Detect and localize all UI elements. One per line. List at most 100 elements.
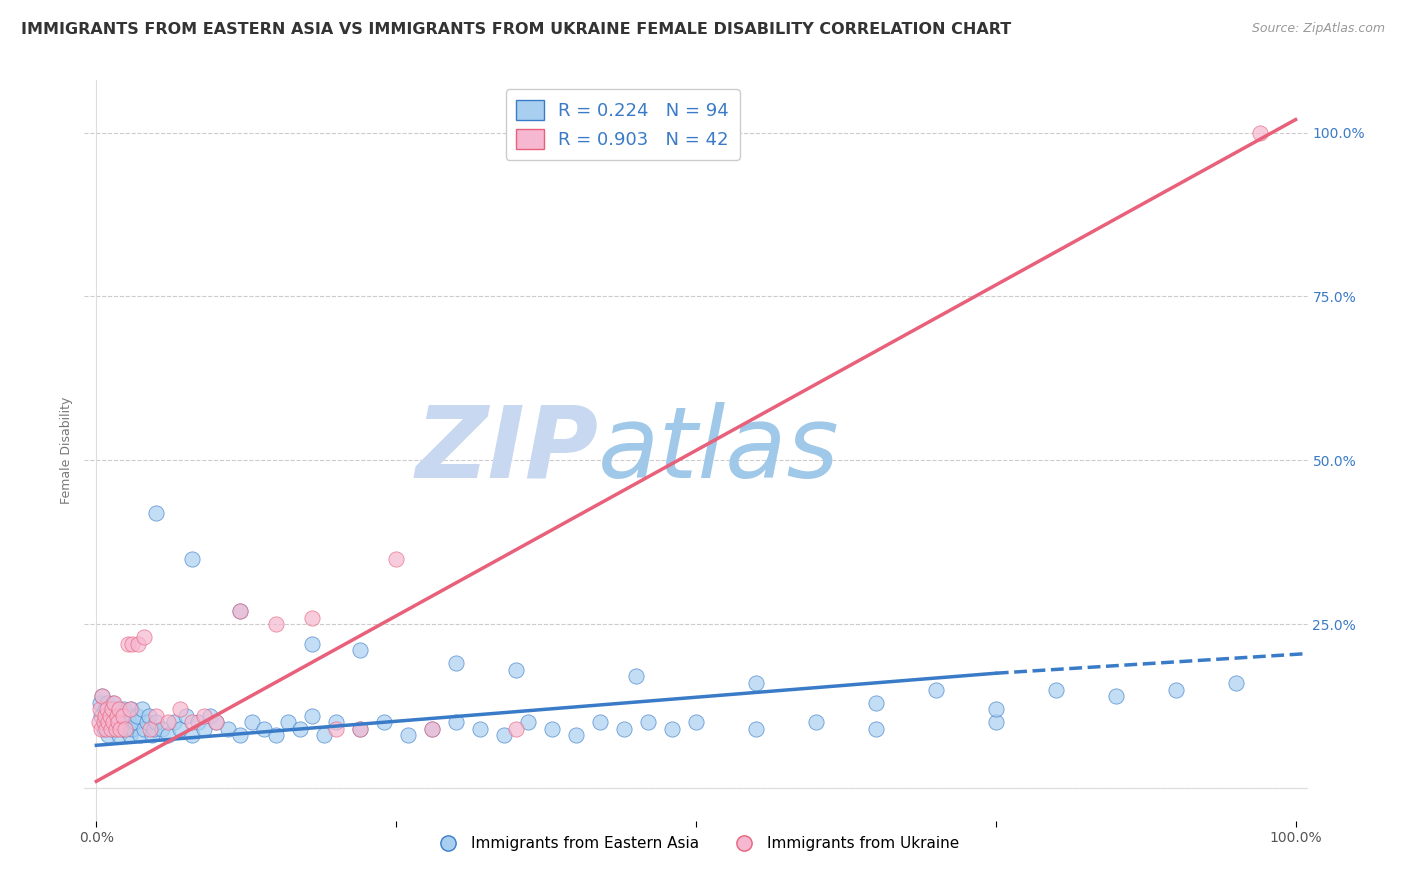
- Point: [565, 729, 588, 743]
- Point: [93, 715, 115, 730]
- Point: [205, 715, 228, 730]
- Point: [98, 708, 121, 723]
- Point: [111, 708, 134, 723]
- Point: [150, 722, 173, 736]
- Point: [444, 715, 467, 730]
- Point: [745, 722, 768, 736]
- Point: [301, 610, 323, 624]
- Point: [277, 715, 299, 730]
- Point: [104, 722, 127, 736]
- Point: [108, 702, 131, 716]
- Point: [229, 604, 252, 618]
- Point: [134, 630, 156, 644]
- Point: [181, 715, 204, 730]
- Point: [101, 702, 124, 716]
- Point: [325, 722, 347, 736]
- Point: [104, 708, 127, 723]
- Point: [117, 708, 139, 723]
- Point: [118, 702, 141, 716]
- Point: [87, 715, 110, 730]
- Point: [494, 729, 516, 743]
- Point: [103, 715, 125, 730]
- Point: [157, 729, 180, 743]
- Point: [229, 729, 252, 743]
- Point: [174, 708, 197, 723]
- Point: [984, 702, 1007, 716]
- Point: [135, 715, 157, 730]
- Point: [385, 551, 408, 566]
- Point: [118, 729, 141, 743]
- Point: [163, 715, 186, 730]
- Legend: Immigrants from Eastern Asia, Immigrants from Ukraine: Immigrants from Eastern Asia, Immigrants…: [426, 830, 966, 857]
- Point: [1225, 676, 1247, 690]
- Point: [94, 715, 117, 730]
- Point: [97, 715, 120, 730]
- Point: [205, 715, 228, 730]
- Text: IMMIGRANTS FROM EASTERN ASIA VS IMMIGRANTS FROM UKRAINE FEMALE DISABILITY CORREL: IMMIGRANTS FROM EASTERN ASIA VS IMMIGRAN…: [21, 22, 1011, 37]
- Point: [105, 722, 128, 736]
- Point: [314, 729, 336, 743]
- Point: [349, 722, 371, 736]
- Point: [100, 702, 122, 716]
- Point: [128, 729, 150, 743]
- Point: [118, 715, 141, 730]
- Point: [93, 702, 117, 716]
- Point: [93, 722, 115, 736]
- Point: [145, 715, 167, 730]
- Point: [253, 722, 276, 736]
- Point: [349, 722, 371, 736]
- Point: [100, 722, 122, 736]
- Point: [121, 637, 143, 651]
- Point: [96, 696, 118, 710]
- Point: [101, 696, 124, 710]
- Point: [217, 722, 239, 736]
- Point: [139, 722, 162, 736]
- Point: [1105, 689, 1128, 703]
- Point: [131, 702, 153, 716]
- Point: [240, 715, 263, 730]
- Point: [124, 715, 146, 730]
- Point: [98, 708, 121, 723]
- Point: [110, 722, 132, 736]
- Point: [169, 722, 191, 736]
- Point: [120, 702, 142, 716]
- Point: [290, 722, 312, 736]
- Point: [505, 663, 527, 677]
- Point: [89, 702, 111, 716]
- Point: [110, 708, 132, 723]
- Point: [984, 715, 1007, 730]
- Point: [89, 696, 111, 710]
- Point: [90, 722, 112, 736]
- Point: [101, 715, 124, 730]
- Point: [444, 657, 467, 671]
- Point: [1249, 126, 1271, 140]
- Point: [107, 715, 129, 730]
- Point: [127, 637, 149, 651]
- Point: [145, 506, 167, 520]
- Point: [117, 637, 139, 651]
- Point: [157, 715, 180, 730]
- Point: [1164, 682, 1187, 697]
- Point: [301, 637, 323, 651]
- Point: [91, 689, 114, 703]
- Point: [90, 708, 112, 723]
- Point: [142, 722, 165, 736]
- Point: [105, 708, 128, 723]
- Point: [420, 722, 443, 736]
- Point: [193, 708, 215, 723]
- Point: [181, 551, 204, 566]
- Point: [1045, 682, 1067, 697]
- Point: [112, 702, 135, 716]
- Point: [181, 729, 204, 743]
- Point: [103, 696, 125, 710]
- Point: [94, 722, 117, 736]
- Point: [134, 722, 156, 736]
- Point: [187, 715, 209, 730]
- Point: [637, 715, 659, 730]
- Text: atlas: atlas: [598, 402, 839, 499]
- Point: [613, 722, 636, 736]
- Point: [396, 729, 419, 743]
- Point: [661, 722, 683, 736]
- Point: [111, 722, 134, 736]
- Point: [93, 708, 117, 723]
